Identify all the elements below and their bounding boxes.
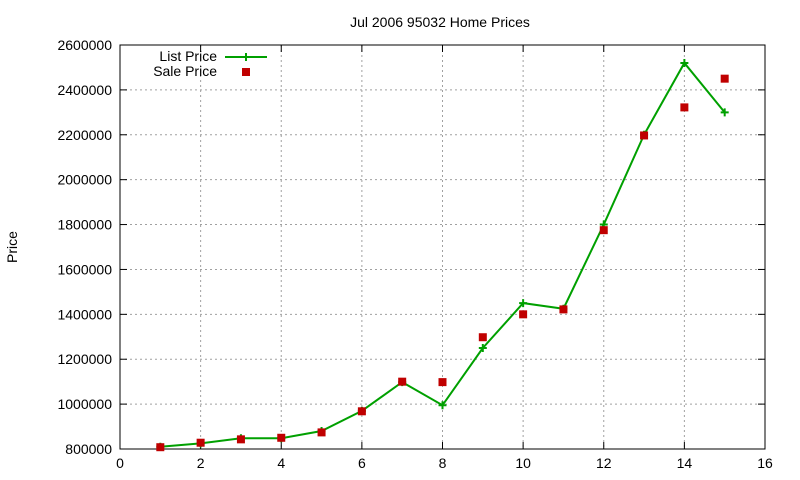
y-tick-label: 1800000	[57, 217, 112, 233]
y-tick-label: 2400000	[57, 82, 112, 98]
x-tick-label: 16	[757, 455, 773, 471]
list-price-point	[680, 58, 689, 67]
sale-price-point	[277, 433, 286, 442]
sale-price-point	[398, 377, 407, 386]
x-tick-label: 8	[439, 455, 447, 471]
sale-price-point	[720, 74, 729, 83]
y-tick-label: 1600000	[57, 261, 112, 277]
y-tick-label: 2200000	[57, 127, 112, 143]
x-tick-label: 2	[197, 455, 205, 471]
sale-price-point	[357, 407, 366, 416]
y-tick-label: 2000000	[57, 172, 112, 188]
x-tick-label: 4	[277, 455, 285, 471]
legend-marker-sale-price	[242, 68, 250, 76]
x-tick-label: 12	[596, 455, 612, 471]
data-series	[156, 58, 729, 452]
y-tick-label: 1200000	[57, 351, 112, 367]
y-tick-label: 2600000	[57, 37, 112, 53]
x-tick-label: 10	[515, 455, 531, 471]
sale-price-point	[317, 428, 326, 437]
legend-label-list-price: List Price	[159, 48, 217, 64]
list-price-point	[438, 401, 447, 410]
x-tick-label: 14	[677, 455, 693, 471]
sale-price-point	[236, 435, 245, 444]
list-price-point	[720, 108, 729, 117]
y-tick-label: 1000000	[57, 396, 112, 412]
sale-price-point	[559, 305, 568, 314]
y-tick-label: 1400000	[57, 306, 112, 322]
list-price-point	[519, 299, 528, 308]
legend-label-sale-price: Sale Price	[153, 63, 217, 79]
sale-price-point	[599, 226, 608, 235]
grid-lines	[120, 45, 765, 449]
sale-price-point	[680, 103, 689, 112]
list-price-point	[478, 344, 487, 352]
sale-price-point	[478, 333, 487, 342]
x-tick-label: 0	[116, 455, 124, 471]
y-tick-label: 800000	[65, 441, 112, 457]
sale-price-point	[196, 438, 205, 447]
sale-price-point	[438, 378, 447, 387]
sale-price-point	[156, 443, 165, 452]
sale-price-point	[519, 310, 528, 319]
axis-ticks: 0 2 4 6 8 10 12 14 16 800000 1000000 1200000 1400000…	[57, 37, 773, 471]
y-axis-label: Price	[4, 231, 20, 263]
chart-title: Jul 2006 95032 Home Prices	[350, 14, 530, 30]
legend-marker-list-price	[242, 53, 250, 61]
sale-price-point	[640, 131, 649, 140]
x-tick-label: 6	[358, 455, 366, 471]
